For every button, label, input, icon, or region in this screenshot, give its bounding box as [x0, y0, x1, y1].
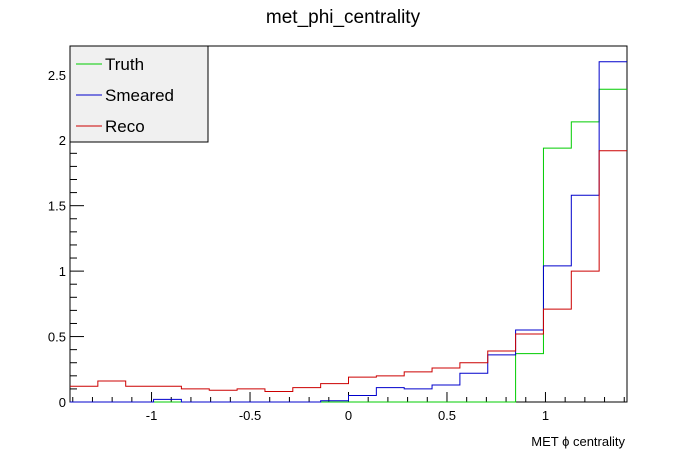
x-tick-label: 1: [542, 408, 549, 423]
y-tick-label: 0: [59, 395, 66, 410]
series-reco: [70, 150, 627, 393]
series-smeared: [70, 61, 627, 403]
series-layer: [70, 61, 627, 403]
x-axis-label: MET ϕ centrality: [531, 434, 625, 449]
x-tick-label: 0.5: [438, 408, 456, 423]
y-tick-label: 2.5: [48, 68, 66, 83]
x-tick-label: 0: [345, 408, 352, 423]
x-tick-label: -1: [146, 408, 158, 423]
y-tick-label: 0.5: [48, 330, 66, 345]
x-tick-label: -0.5: [239, 408, 261, 423]
chart-title: met_phi_centrality: [266, 7, 421, 28]
axes: -1 -0.5 0 0.5 1 0 0.5 1 1.5 2 2.5: [48, 48, 625, 423]
legend-label: Truth: [105, 55, 144, 74]
legend-label: Smeared: [105, 86, 174, 105]
y-tick-label: 2: [59, 133, 66, 148]
legend: Truth Smeared Reco: [76, 55, 174, 136]
y-tick-label: 1.5: [48, 199, 66, 214]
legend-label: Reco: [105, 117, 145, 136]
y-tick-label: 1: [59, 264, 66, 279]
